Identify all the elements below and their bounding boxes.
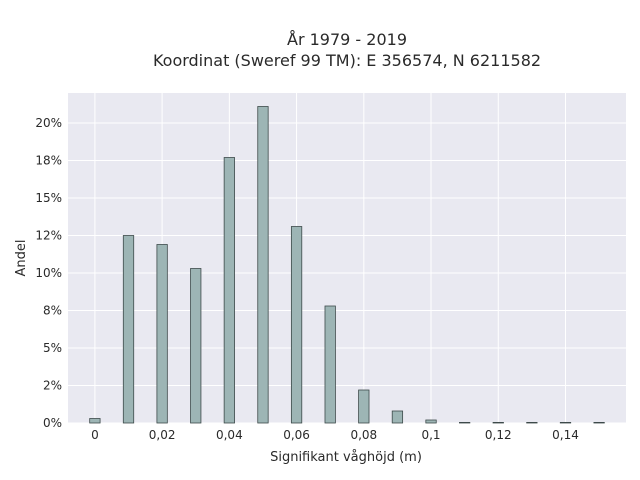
plot-area	[68, 93, 626, 423]
bar-10	[425, 419, 437, 424]
bar-8	[358, 389, 370, 424]
x-tick-label-6: 0,12	[485, 428, 512, 442]
bar-13	[526, 421, 538, 424]
bars	[89, 106, 605, 424]
y-tick-label-6: 15%	[35, 191, 62, 205]
bar-12	[492, 421, 504, 424]
bar-5	[257, 106, 269, 424]
bar-4	[223, 157, 235, 424]
x-tick-label-2: 0,04	[216, 428, 243, 442]
y-axis-label: Andel	[14, 240, 29, 277]
x-tick-label-0: 0	[91, 428, 99, 442]
x-axis-ticks: 0 0,02 0,04 0,06 0,08 0,1 0,12 0,14	[91, 428, 579, 442]
x-axis-label: Signifikant våghöjd (m)	[270, 450, 422, 465]
x-tick-label-5: 0,1	[421, 428, 440, 442]
bar-1	[122, 235, 135, 424]
x-tick-label-3: 0,06	[283, 428, 310, 442]
y-tick-label-0: 0%	[43, 416, 62, 430]
bar-3	[190, 268, 202, 424]
bar-7	[324, 305, 336, 424]
y-tick-label-5: 12%	[35, 229, 62, 243]
x-tick-label-7: 0,14	[552, 428, 579, 442]
bar-6	[290, 226, 303, 424]
bar-0	[89, 418, 101, 424]
y-tick-label-1: 2%	[43, 379, 62, 393]
bar-14	[559, 421, 572, 424]
chart-title-line1: År 1979 - 2019	[287, 30, 407, 49]
y-tick-label-3: 8%	[43, 304, 62, 318]
bar-15	[593, 421, 605, 424]
bar-11	[459, 421, 471, 424]
y-tick-label-2: 5%	[43, 341, 62, 355]
bar-2	[156, 244, 168, 424]
y-tick-label-8: 20%	[35, 116, 62, 130]
chart-title-line2: Koordinat (Sweref 99 TM): E 356574, N 62…	[153, 51, 541, 70]
bar-9	[391, 410, 404, 424]
y-tick-label-7: 18%	[35, 154, 62, 168]
x-tick-label-4: 0,08	[350, 428, 377, 442]
y-axis-ticks: 0% 2% 5% 8% 10% 12% 15% 18% 20%	[35, 116, 62, 430]
y-tick-label-4: 10%	[35, 266, 62, 280]
x-tick-label-1: 0,02	[149, 428, 176, 442]
